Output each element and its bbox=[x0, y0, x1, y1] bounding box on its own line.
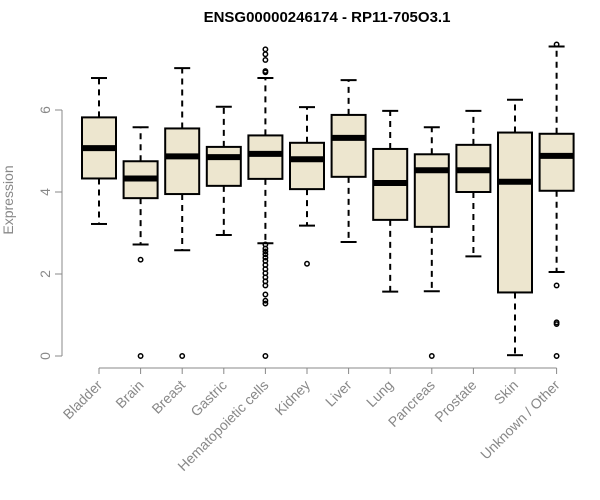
box bbox=[497, 131, 533, 294]
x-tick-label: Lung bbox=[363, 377, 396, 410]
box-group bbox=[122, 126, 159, 359]
y-tick-label: 2 bbox=[37, 270, 53, 278]
box bbox=[164, 127, 201, 196]
outlier-point bbox=[262, 297, 269, 304]
x-tick-label: Brain bbox=[112, 377, 146, 411]
x-tick-label: Breast bbox=[148, 377, 188, 417]
outlier-point bbox=[428, 353, 435, 359]
box-group bbox=[455, 109, 492, 258]
box-group bbox=[81, 77, 117, 225]
x-tick-label: Unknown / Other bbox=[477, 377, 563, 463]
outlier-point bbox=[262, 254, 269, 261]
outlier-point bbox=[553, 282, 560, 289]
outlier-point bbox=[262, 282, 269, 289]
box bbox=[205, 145, 242, 187]
box bbox=[538, 132, 575, 192]
outlier-point bbox=[262, 46, 269, 53]
x-tick-label: Skin bbox=[491, 377, 522, 408]
chart-title: ENSG00000246174 - RP11-705O3.1 bbox=[204, 9, 451, 26]
outlier-point bbox=[262, 57, 269, 63]
outlier-point bbox=[262, 69, 269, 76]
y-tick-label: 4 bbox=[37, 188, 53, 196]
outlier-point bbox=[553, 41, 560, 48]
box-group bbox=[164, 67, 201, 359]
box bbox=[289, 141, 325, 191]
outlier-point bbox=[137, 256, 144, 263]
x-tick-label: Kidney bbox=[272, 377, 314, 419]
y-tick-label: 0 bbox=[37, 352, 53, 360]
outlier-point bbox=[262, 300, 269, 307]
outlier-point bbox=[262, 251, 269, 258]
box-group bbox=[413, 126, 450, 359]
outlier-point bbox=[137, 353, 144, 359]
box-group bbox=[372, 109, 409, 293]
boxes-layer bbox=[81, 41, 575, 359]
x-tick-label: Bladder bbox=[60, 377, 106, 423]
box bbox=[330, 113, 367, 178]
box-group bbox=[497, 98, 533, 357]
x-tick-label: Prostate bbox=[431, 377, 479, 425]
outlier-point bbox=[262, 353, 269, 359]
outlier-point bbox=[553, 321, 560, 327]
box-group bbox=[205, 105, 242, 237]
box-group bbox=[538, 41, 575, 359]
outlier-point bbox=[262, 291, 269, 298]
box bbox=[413, 153, 450, 228]
y-axis-label: Expression bbox=[0, 165, 16, 234]
x-tick-label: Liver bbox=[322, 377, 355, 410]
outlier-point bbox=[304, 260, 310, 267]
box-group bbox=[330, 79, 367, 244]
y-axis: 0 2 4 6 bbox=[37, 106, 63, 360]
box bbox=[247, 134, 284, 180]
outlier-point bbox=[553, 353, 560, 359]
outlier-point bbox=[179, 353, 186, 359]
box-group bbox=[289, 106, 325, 267]
outlier-point bbox=[262, 245, 269, 252]
box-group bbox=[247, 46, 284, 359]
outlier-point bbox=[262, 248, 269, 255]
y-tick-label: 6 bbox=[37, 106, 53, 114]
outlier-point bbox=[262, 51, 269, 58]
